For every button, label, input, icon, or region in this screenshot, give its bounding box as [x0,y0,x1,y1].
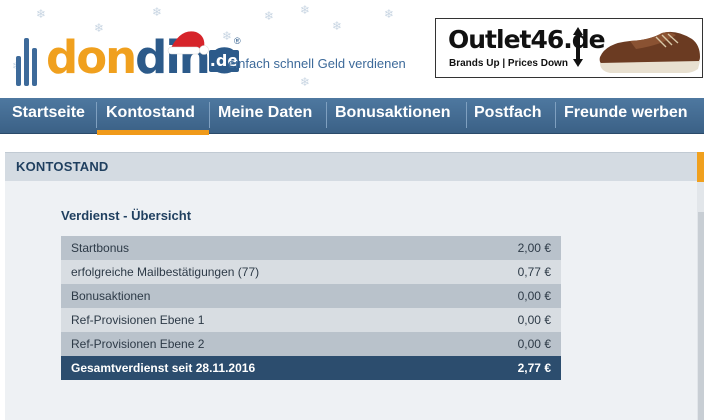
nav-item-meine-daten[interactable]: Meine Daten [218,104,313,121]
snowflake-icon: ❄ [94,21,105,35]
nav-item-startseite[interactable]: Startseite [12,104,85,121]
nav-item-kontostand[interactable]: Kontostand [106,104,195,121]
ad-tagline: Brands Up | Prices Down [449,58,568,69]
row-value: 0,00 € [517,289,551,303]
nav-separator [96,102,97,128]
total-label: Gesamtverdienst seit 28.11.2016 [71,361,256,375]
up-down-arrow-icon [573,27,583,67]
scrollbar-thumb[interactable] [698,212,704,420]
scrollbar-accent [697,152,704,182]
snowflake-icon: ❄ [36,7,47,21]
ad-banner[interactable]: Outlet46.de Brands Up | Prices Down [435,18,703,78]
snowflake-icon: ❄ [300,3,311,17]
page-header: ❄ ❄ ❄ ❄ ❄ ❄ ❄ ❄ ❄ ❄ dondino .de ® einfac… [0,0,704,98]
snowflake-icon: ❄ [264,9,275,23]
row-label: erfolgreiche Mailbestätigungen (77) [71,265,260,279]
snowflake-icon: ❄ [384,7,395,21]
main-navigation: Startseite Kontostand Meine Daten Bonusa… [0,98,704,134]
snowflake-icon: ❄ [300,75,311,89]
nav-separator [209,102,210,128]
registered-mark: ® [234,36,241,46]
row-label: Ref-Provisionen Ebene 2 [71,337,205,351]
snowflake-icon: ❄ [332,19,343,33]
shoe-icon [599,31,700,73]
table-row: Ref-Provisionen Ebene 1 0,00 € [61,308,561,332]
slogan: einfach schnell Geld verdienen [228,56,406,71]
nav-separator [326,102,327,128]
logo-bars-icon [16,38,42,86]
table-row: Bonusaktionen 0,00 € [61,284,561,308]
table-row: Ref-Provisionen Ebene 2 0,00 € [61,332,561,356]
section-header: KONTOSTAND [5,152,697,181]
table-row: Startbonus 2,00 € [61,236,561,260]
row-label: Startbonus [71,241,130,255]
row-value: 0,00 € [517,337,551,351]
table-row: erfolgreiche Mailbestätigungen (77) 0,77… [61,260,561,284]
row-value: 0,00 € [517,313,551,327]
total-value: 2,77 € [517,361,551,375]
section-title: KONTOSTAND [16,159,109,174]
earnings-table: Startbonus 2,00 € erfolgreiche Mailbestä… [61,236,561,380]
nav-item-freunde-werben[interactable]: Freunde werben [564,104,688,121]
snowflake-icon: ❄ [152,5,163,19]
total-row: Gesamtverdienst seit 28.11.2016 2,77 € [61,356,561,380]
row-value: 2,00 € [517,241,551,255]
nav-active-indicator [97,130,209,135]
nav-item-postfach[interactable]: Postfach [474,104,542,121]
row-label: Bonusaktionen [71,289,151,303]
snowflake-icon: ❄ [222,29,233,43]
santa-hat-icon [167,31,209,55]
nav-separator [466,102,467,128]
nav-item-bonusaktionen[interactable]: Bonusaktionen [335,104,451,121]
earnings-subtitle: Verdienst - Übersicht [61,208,192,223]
row-value: 0,77 € [517,265,551,279]
nav-separator [555,102,556,128]
logo-tld: .de [209,50,239,72]
row-label: Ref-Provisionen Ebene 1 [71,313,205,327]
